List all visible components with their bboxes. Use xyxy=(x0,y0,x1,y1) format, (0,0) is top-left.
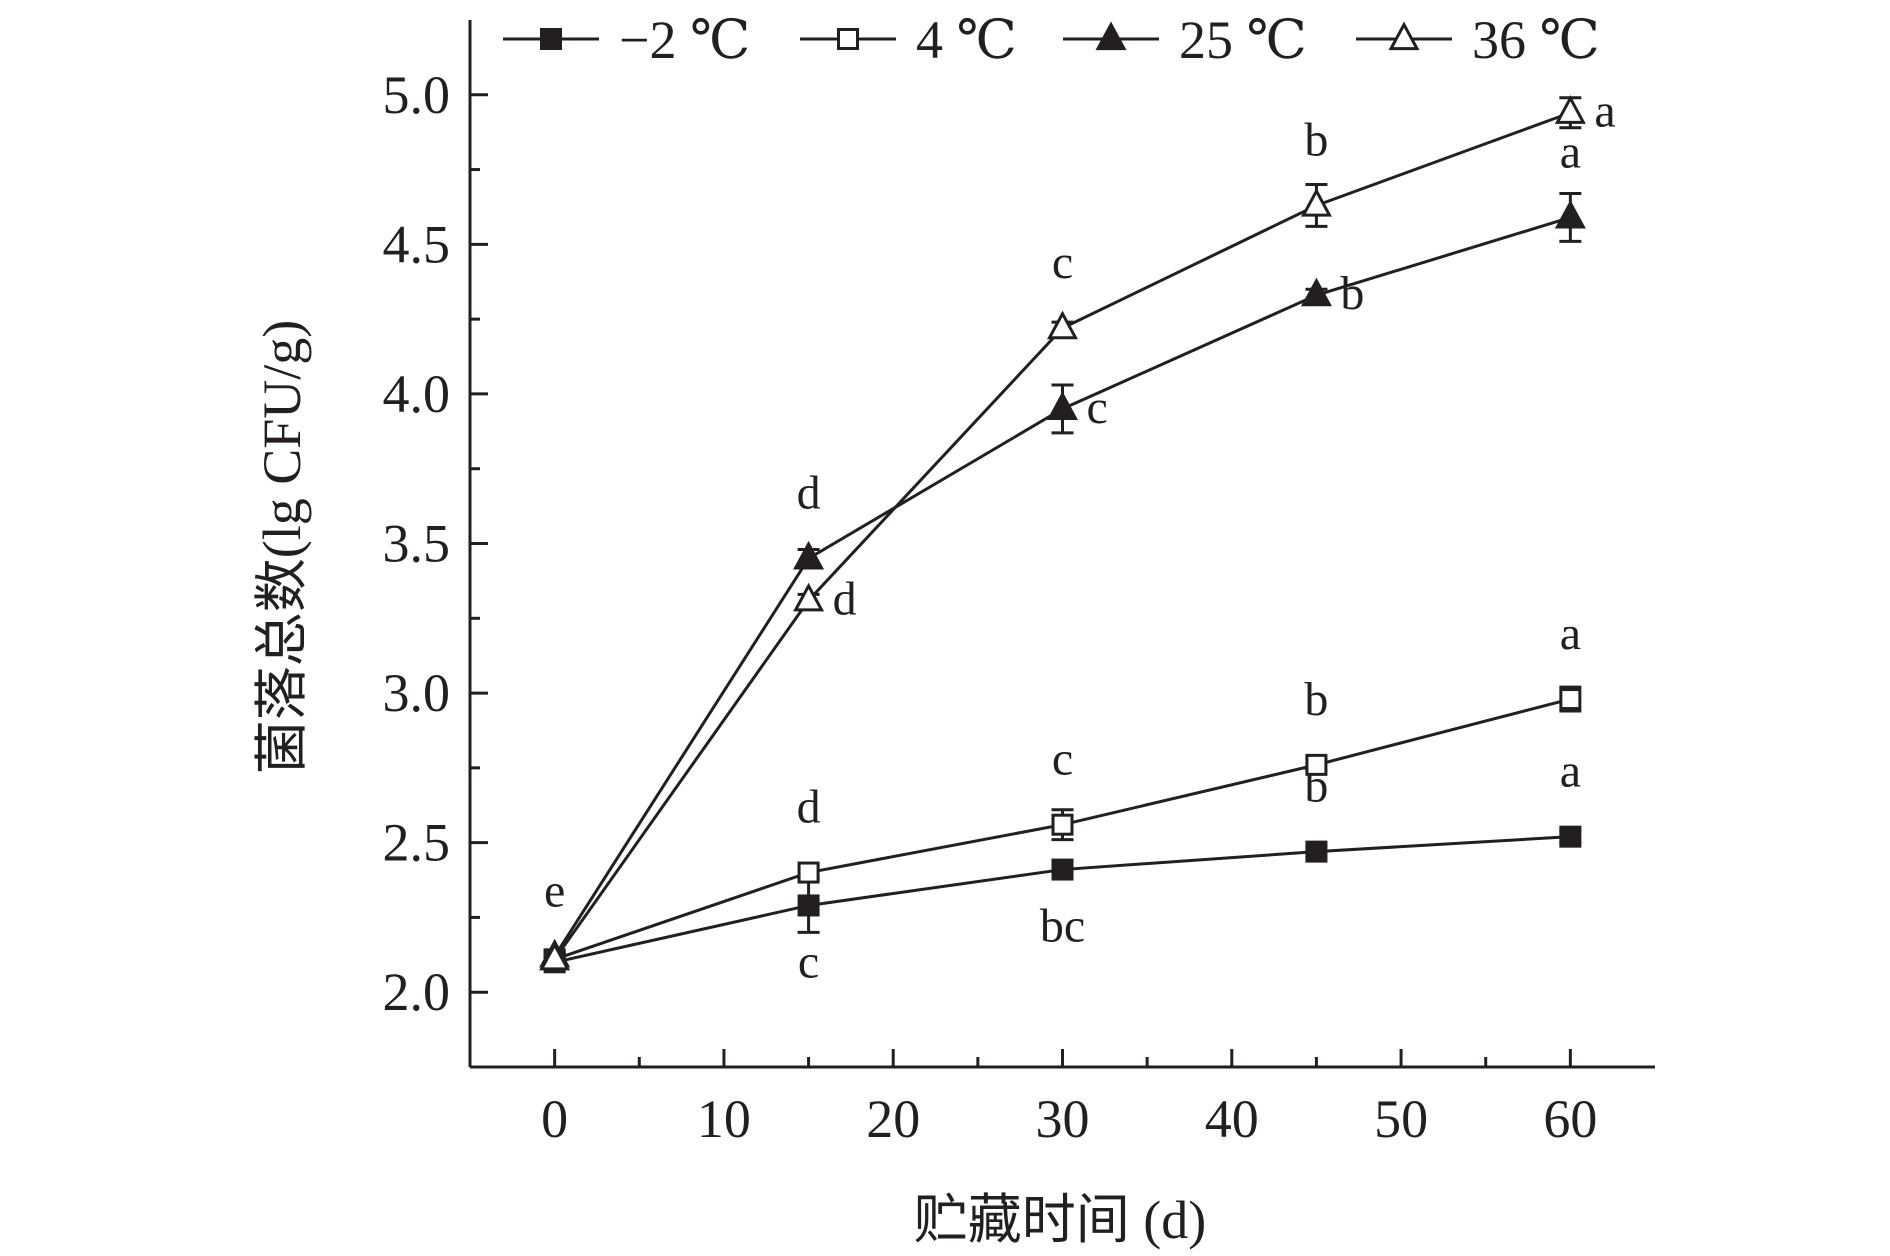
data-point xyxy=(1559,688,1582,711)
significance-label: d xyxy=(833,572,857,625)
significance-label: bc xyxy=(1040,900,1085,953)
series-2: e d c b a xyxy=(539,125,1586,968)
y-tick-label: 4.0 xyxy=(383,364,451,424)
x-axis-title: 贮藏时间 (d) xyxy=(914,1190,1206,1250)
data-point xyxy=(1046,310,1079,340)
data-point xyxy=(1305,840,1328,863)
x-tick-label: 40 xyxy=(1205,1089,1259,1149)
y-axis: 2.0 2.5 3.0 3.5 4.0 4.5 5.0 xyxy=(383,20,488,1069)
x-axis: 0 10 20 30 40 50 60 xyxy=(470,1049,1655,1149)
data-point xyxy=(1300,187,1332,217)
legend-item-2: 25 ℃ xyxy=(1063,10,1307,70)
plot-area: c bc b a d c b ae d c b ad c b a xyxy=(539,85,1616,988)
significance-label: a xyxy=(1560,125,1581,178)
data-point xyxy=(797,861,820,884)
data-point xyxy=(1051,813,1074,836)
data-point xyxy=(1305,753,1328,776)
significance-label: c xyxy=(1052,733,1073,786)
significance-label: c xyxy=(1087,381,1108,434)
data-point xyxy=(1051,858,1074,881)
significance-label: e xyxy=(544,864,565,917)
legend-item-3: 36 ℃ xyxy=(1356,10,1600,70)
significance-label: d xyxy=(797,781,821,834)
x-tick-label: 50 xyxy=(1374,1089,1428,1149)
significance-label: a xyxy=(1594,85,1615,138)
y-tick-label: 4.5 xyxy=(383,214,451,274)
x-tick-label: 60 xyxy=(1543,1089,1597,1149)
series-1: d c b a xyxy=(543,607,1582,971)
y-tick-label: 3.0 xyxy=(383,663,451,723)
legend-marker xyxy=(540,28,562,50)
legend-item-0: −2 ℃ xyxy=(503,10,750,70)
significance-label: c xyxy=(798,935,819,988)
legend: −2 ℃ 4 ℃ 25 ℃ 36 ℃ xyxy=(503,10,1600,70)
data-point xyxy=(1300,277,1332,307)
significance-label: c xyxy=(1052,236,1073,289)
y-tick-label: 3.5 xyxy=(383,514,451,574)
legend-label: 25 ℃ xyxy=(1179,10,1307,70)
data-point xyxy=(793,582,825,612)
significance-label: d xyxy=(797,466,821,519)
legend-label: −2 ℃ xyxy=(619,10,750,70)
data-point xyxy=(1046,391,1079,420)
data-point xyxy=(793,540,825,570)
y-axis-title: 菌落总数(lg CFU/g) xyxy=(252,320,312,775)
y-tick-label: 5.0 xyxy=(383,65,451,125)
legend-label: 4 ℃ xyxy=(916,10,1017,70)
data-point xyxy=(1559,825,1582,848)
legend-marker xyxy=(1095,21,1127,51)
data-point xyxy=(1554,95,1586,124)
data-point xyxy=(1554,199,1586,229)
legend-label: 36 ℃ xyxy=(1472,10,1600,70)
data-point xyxy=(797,894,820,917)
y-tick-label: 2.0 xyxy=(383,962,451,1022)
significance-label: b xyxy=(1304,113,1328,166)
x-tick-label: 30 xyxy=(1036,1089,1090,1149)
legend-marker xyxy=(837,28,859,50)
significance-label: a xyxy=(1560,745,1581,798)
legend-marker xyxy=(1388,21,1420,51)
legend-item-1: 4 ℃ xyxy=(800,10,1017,70)
x-tick-label: 20 xyxy=(866,1089,920,1149)
significance-label: b xyxy=(1304,673,1328,726)
significance-label: a xyxy=(1560,607,1581,660)
series-3: d c b a xyxy=(539,85,1616,971)
x-tick-label: 10 xyxy=(697,1089,751,1149)
data-point xyxy=(539,941,571,971)
y-tick-label: 2.5 xyxy=(383,813,451,873)
significance-label: b xyxy=(1340,267,1364,320)
x-tick-label: 0 xyxy=(541,1089,568,1149)
